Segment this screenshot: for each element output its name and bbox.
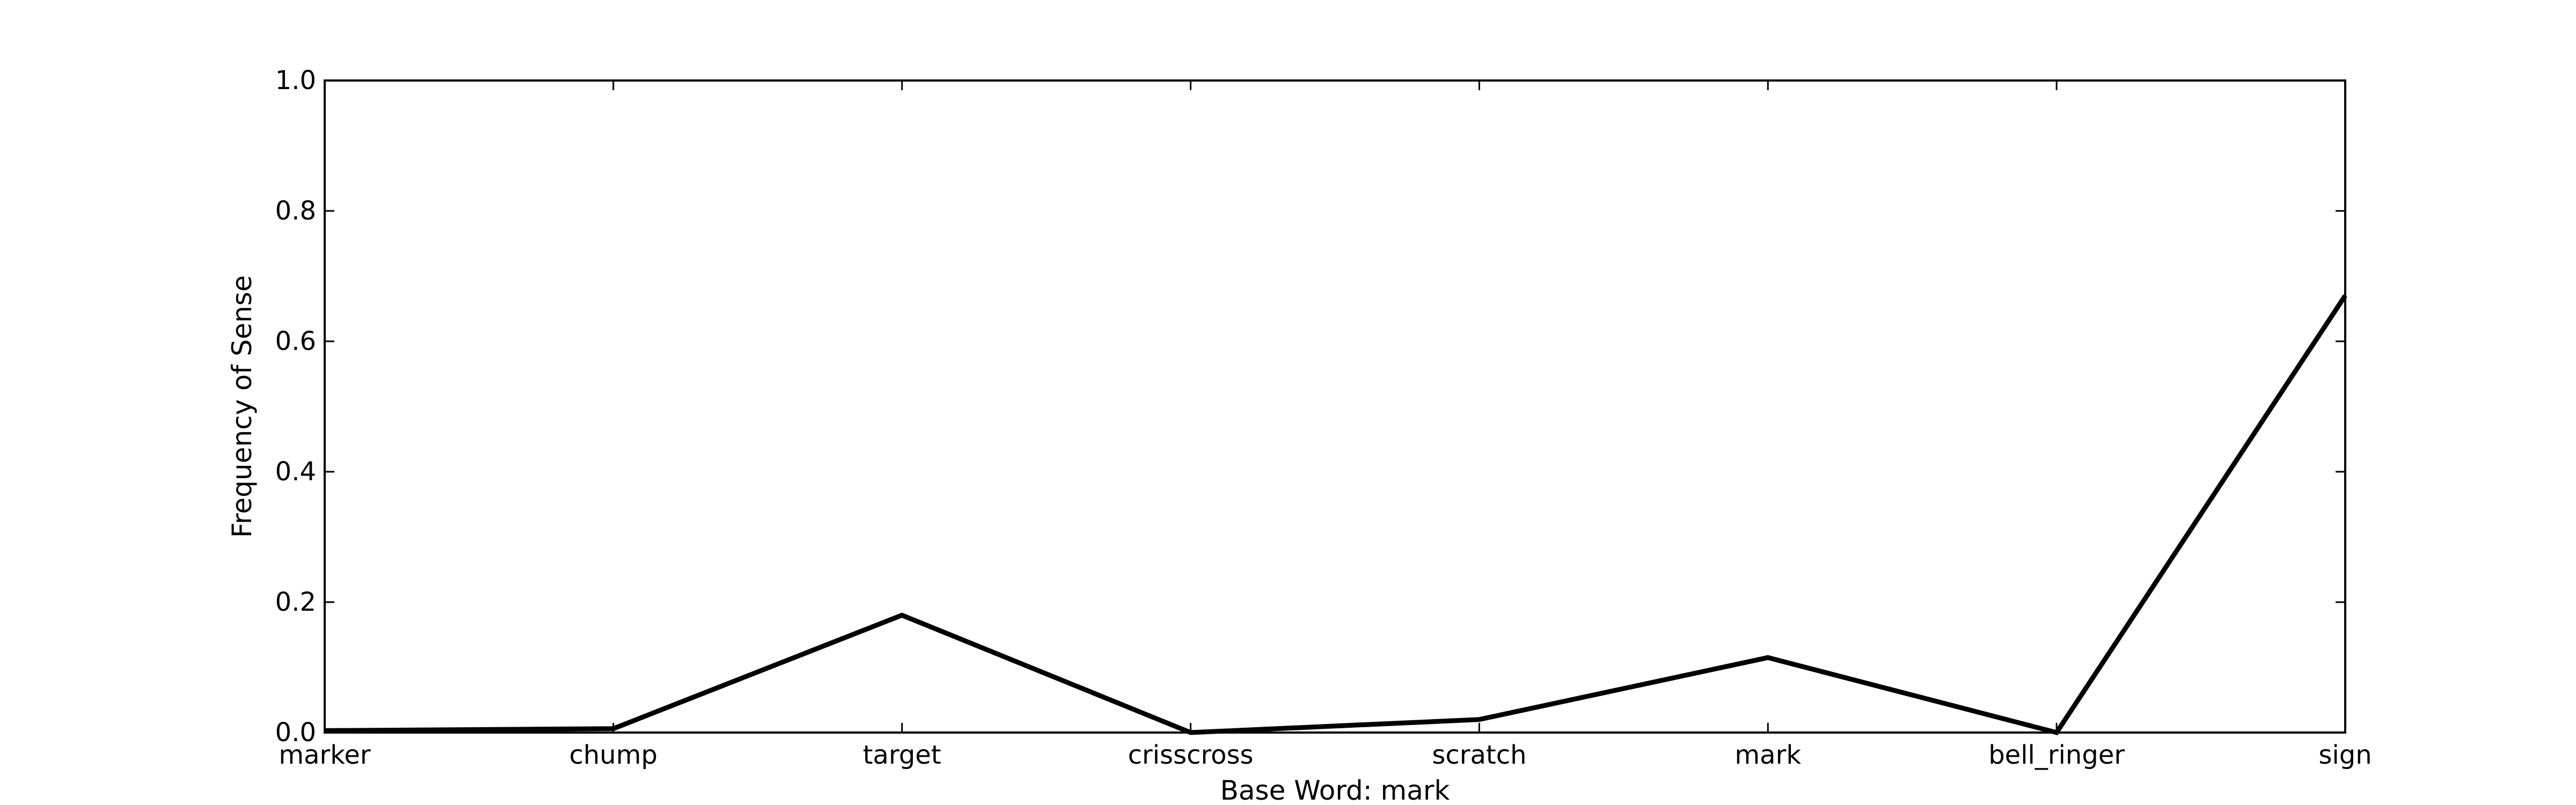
x-tick-label: marker (279, 740, 371, 770)
y-tick-label: 0.4 (275, 457, 316, 487)
x-tick-label: mark (1735, 740, 1801, 770)
x-tick-label: chump (569, 740, 657, 770)
y-tick-label: 0.0 (275, 718, 316, 748)
y-axis-ticks: 0.0 0.2 0.4 0.6 0.8 1.0 (275, 65, 2345, 748)
x-tick-label: crisscross (1128, 740, 1254, 770)
series-line (324, 294, 2347, 736)
y-tick-label: 0.6 (275, 326, 316, 356)
x-tick-label: scratch (1432, 740, 1526, 770)
x-axis-ticks: marker chump target crisscross scratch mark be… (279, 80, 2372, 770)
plot-frame (324, 79, 2346, 734)
x-tick-label: bell_ringer (1988, 740, 2125, 770)
x-tick-label: sign (2318, 740, 2372, 770)
y-axis-label: Frequency of Sense (226, 275, 258, 538)
x-tick-label: target (863, 740, 941, 770)
y-tick-label: 0.2 (275, 587, 316, 617)
y-tick-label: 1.0 (275, 65, 316, 96)
y-tick-label: 0.8 (275, 196, 316, 226)
x-axis-label: Base Word: mark (1220, 775, 1450, 805)
